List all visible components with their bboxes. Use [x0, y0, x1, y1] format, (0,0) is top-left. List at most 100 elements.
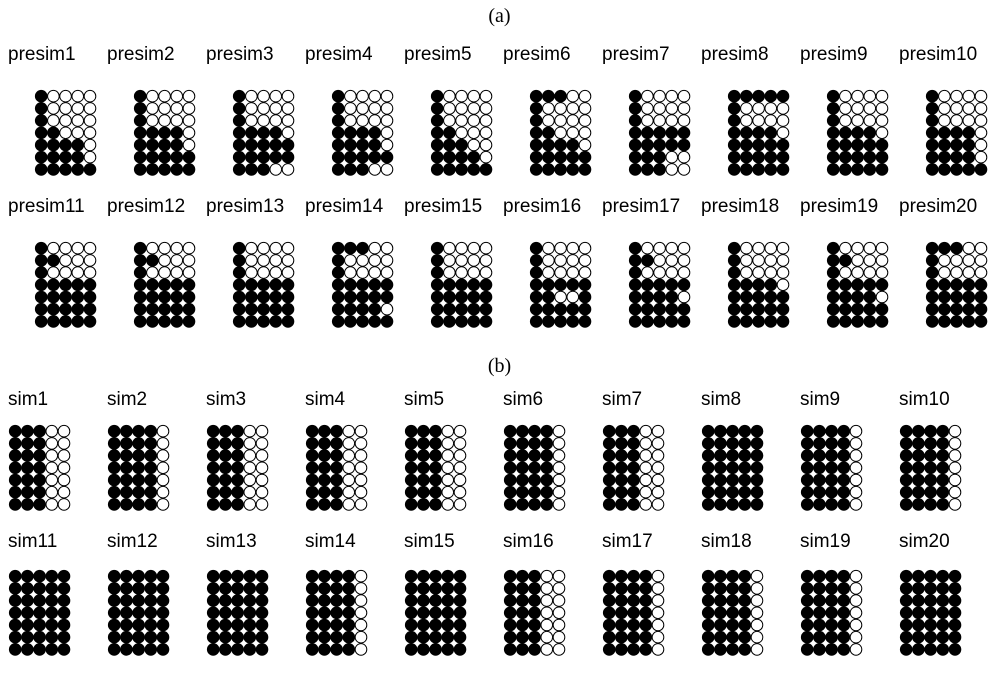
filled-dot: [602, 582, 616, 595]
filled-dot: [107, 424, 121, 438]
filled-dot: [344, 278, 357, 292]
matrix-cell-presim12: presim12: [107, 196, 206, 346]
filled-dot: [936, 437, 950, 450]
filled-dot: [330, 437, 343, 450]
filled-dot: [839, 254, 852, 267]
filled-dot: [8, 498, 22, 511]
matrix-label: sim6: [503, 389, 544, 410]
filled-dot: [132, 424, 145, 438]
empty-dot: [849, 630, 863, 644]
filled-dot: [257, 150, 270, 164]
filled-dot: [443, 163, 456, 176]
filled-dot: [701, 582, 715, 595]
dot-matrix: [628, 89, 691, 176]
filled-dot: [950, 302, 963, 316]
empty-dot: [578, 241, 592, 255]
filled-dot: [344, 315, 357, 328]
empty-dot: [552, 606, 566, 620]
matrix-label: presim2: [107, 44, 175, 65]
empty-dot: [59, 89, 72, 103]
filled-dot: [653, 126, 666, 140]
empty-dot: [875, 241, 889, 255]
empty-dot: [245, 114, 258, 127]
filled-dot: [665, 315, 679, 328]
dot-matrix: [206, 424, 269, 511]
empty-dot: [380, 241, 394, 255]
filled-dot: [740, 138, 753, 152]
filled-dot: [417, 618, 430, 632]
matrix-label: sim13: [206, 531, 257, 552]
filled-dot: [726, 437, 739, 450]
filled-dot: [219, 618, 232, 632]
filled-dot: [404, 594, 418, 607]
filled-dot: [825, 582, 838, 595]
empty-dot: [354, 473, 368, 487]
filled-dot: [752, 278, 765, 292]
filled-dot: [851, 315, 864, 328]
filled-dot: [132, 473, 145, 487]
filled-dot: [144, 630, 158, 644]
empty-dot: [849, 449, 863, 462]
filled-dot: [899, 630, 913, 644]
filled-dot: [356, 278, 369, 292]
filled-dot: [144, 606, 158, 620]
filled-dot: [750, 424, 764, 438]
filled-dot: [529, 150, 543, 164]
empty-dot: [839, 102, 852, 115]
filled-dot: [800, 461, 814, 475]
filled-dot: [726, 606, 739, 620]
filled-dot: [776, 163, 790, 176]
matrix-cell-presim9: presim9: [800, 44, 899, 194]
filled-dot: [156, 618, 170, 632]
empty-dot: [255, 461, 269, 475]
empty-dot: [354, 618, 368, 632]
filled-dot: [800, 424, 814, 438]
filled-dot: [738, 594, 752, 607]
empty-dot: [354, 485, 368, 499]
empty-dot: [578, 114, 592, 127]
filled-dot: [269, 290, 283, 304]
filled-dot: [627, 630, 640, 644]
empty-dot: [243, 437, 257, 450]
filled-dot: [677, 138, 691, 152]
filled-dot: [726, 643, 739, 656]
filled-dot: [331, 138, 345, 152]
filled-dot: [826, 302, 840, 316]
matrix-cell-presim14: presim14: [305, 196, 404, 346]
filled-dot: [863, 302, 877, 316]
empty-dot: [950, 102, 963, 115]
empty-dot: [269, 266, 283, 279]
filled-dot: [813, 618, 826, 632]
matrix-cell-sim15: sim15: [404, 531, 503, 681]
filled-dot: [380, 150, 394, 164]
filled-dot: [479, 163, 493, 176]
empty-dot: [938, 266, 951, 279]
filled-dot: [912, 630, 925, 644]
matrix-cell-sim11: sim11: [8, 531, 107, 681]
dot-matrix: [430, 89, 493, 176]
filled-dot: [33, 485, 46, 499]
empty-dot: [344, 114, 357, 127]
matrix-label: presim13: [206, 196, 285, 217]
empty-dot: [776, 102, 790, 115]
empty-dot: [342, 485, 356, 499]
filled-dot: [120, 473, 133, 487]
empty-dot: [83, 114, 97, 127]
empty-dot: [467, 114, 481, 127]
filled-dot: [133, 89, 147, 103]
empty-dot: [639, 473, 653, 487]
filled-dot: [380, 278, 394, 292]
filled-dot: [45, 618, 59, 632]
empty-dot: [83, 150, 97, 164]
filled-dot: [925, 114, 939, 127]
filled-dot: [144, 643, 158, 656]
filled-dot: [813, 582, 826, 595]
filled-dot: [738, 498, 752, 511]
filled-dot: [950, 150, 963, 164]
filled-dot: [57, 618, 71, 632]
filled-dot: [528, 437, 541, 450]
filled-dot: [628, 102, 642, 115]
filled-dot: [542, 278, 555, 292]
filled-dot: [875, 150, 889, 164]
filled-dot: [33, 630, 46, 644]
